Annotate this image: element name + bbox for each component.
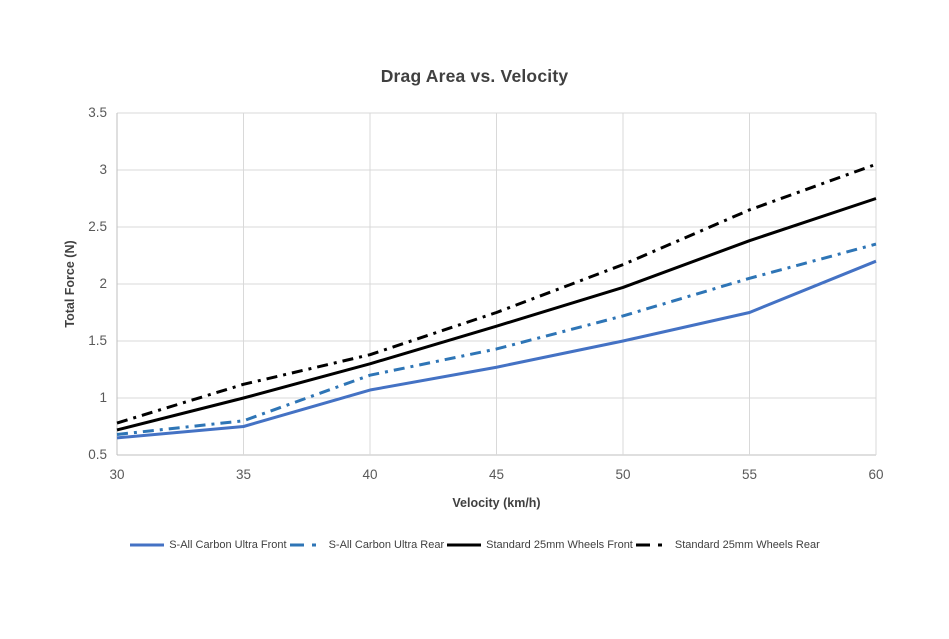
y-tick-label: 0.5 (88, 447, 107, 462)
y-tick-label: 3 (99, 162, 107, 177)
series-line-s-all-carbon-ultra-rear (116, 242, 877, 436)
legend-marker-dashdot-line-icon (635, 540, 671, 550)
x-tick-label: 30 (109, 467, 125, 482)
legend-label: S-All Carbon Ultra Rear (328, 539, 445, 551)
legend-label: S-All Carbon Ultra Front (169, 539, 287, 551)
series-lines (116, 162, 877, 440)
y-tick-label: 1 (99, 390, 107, 405)
legend-item-s-all-carbon-ultra-rear: S-All Carbon Ultra Rear (289, 539, 445, 551)
chart-legend: S-All Carbon Ultra Front S-All Carbon Ult… (0, 539, 949, 551)
legend-label: Standard 25mm Wheels Front (486, 539, 633, 551)
series-line-standard-25mm-wheels-rear (116, 162, 877, 425)
legend-item-standard-25mm-wheels-rear: Standard 25mm Wheels Rear (635, 539, 820, 551)
x-tick-label: 50 (615, 467, 631, 482)
x-axis-title: Velocity (km/h) (452, 496, 541, 510)
x-tick-label: 55 (741, 467, 758, 482)
y-tick-label: 3.5 (88, 105, 107, 120)
legend-label: Standard 25mm Wheels Rear (674, 539, 820, 551)
legend-marker-solid-line-icon (129, 540, 165, 550)
x-tick-label: 40 (362, 467, 378, 482)
chart-title: Drag Area vs. Velocity (380, 66, 569, 86)
legend-item-s-all-carbon-ultra-front: S-All Carbon Ultra Front (129, 539, 287, 551)
series-line-standard-25mm-wheels-front (116, 197, 877, 432)
x-tick-label: 35 (235, 467, 252, 482)
x-tick-label: 45 (488, 467, 505, 482)
y-tick-label: 2.5 (88, 219, 107, 234)
legend-marker-dashdot-line-icon (289, 540, 325, 550)
legend-item-standard-25mm-wheels-front: Standard 25mm Wheels Front (446, 539, 633, 551)
y-tick-label: 2 (99, 276, 107, 291)
series-line-s-all-carbon-ultra-front (116, 259, 877, 440)
gridlines (116, 112, 877, 456)
legend-marker-solid-line-icon (446, 540, 482, 550)
y-tick-label: 1.5 (88, 333, 107, 348)
x-tick-label: 60 (868, 467, 884, 482)
